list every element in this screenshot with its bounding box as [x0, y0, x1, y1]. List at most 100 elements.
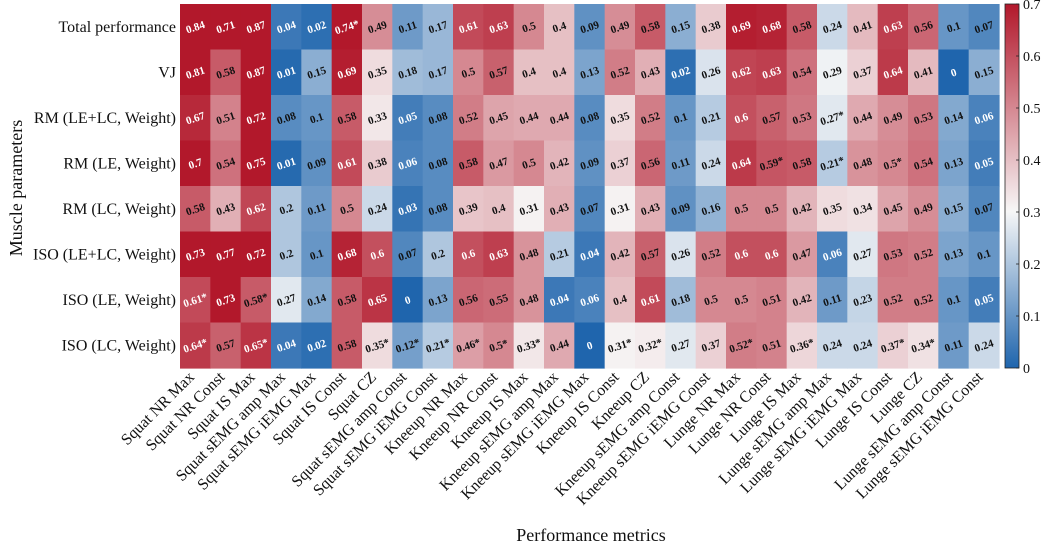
cell-value-label: 0.4 [612, 293, 629, 309]
cell-value-label: 0.57 [215, 337, 237, 355]
cell-value-label: 0.15 [943, 201, 965, 219]
heatmap-cell [665, 140, 697, 187]
heatmap-cell [513, 322, 545, 369]
heatmap-cell [756, 231, 788, 278]
cell-value-label: 0.05 [973, 155, 995, 173]
heatmap-cell [877, 186, 909, 233]
heatmap-cell [331, 95, 363, 142]
heatmap-cell [786, 322, 818, 369]
cell-value-label: 0.49 [912, 201, 934, 219]
heatmap-cell [271, 49, 302, 96]
heatmap-cell [786, 186, 818, 233]
cell-value-label: 0.43 [639, 64, 661, 82]
cell-value-label: 0.11 [822, 292, 843, 309]
cell-value-label: 0.56 [639, 155, 661, 173]
cell-value-label: 0.13 [579, 64, 601, 82]
heatmap-cell [756, 4, 788, 51]
cell-value-label: 0.57 [761, 110, 783, 128]
cell-value-label: 0 [949, 66, 958, 79]
heatmap-cell [877, 231, 909, 278]
cell-value-label: 0.77 [215, 246, 237, 264]
heatmap-cell [938, 4, 970, 51]
cell-value-label: 0.52 [609, 64, 631, 82]
cell-value-label: 0.45 [882, 201, 904, 219]
heatmap-cell [574, 277, 606, 324]
colorbar: 0 0.1 0.2 0.3 0.4 0.5 0.6 0.7 [1004, 0, 1041, 377]
heatmap-cell [908, 140, 939, 187]
cell-value-label: 0.24 [821, 19, 843, 37]
heatmap-cell [240, 95, 272, 142]
heatmap-cell [968, 231, 1000, 278]
heatmap-cell [877, 49, 909, 96]
cell-value-label: 0.61 [457, 19, 479, 36]
cell-value-label: 0.48 [518, 246, 540, 264]
cell-value-label: 0.57 [488, 64, 510, 82]
heatmap-cell [786, 95, 818, 142]
cell-value-label: 0.16 [700, 201, 722, 219]
cell-value-label: 0.2 [430, 247, 447, 263]
cell-value-label: 0.1 [308, 111, 325, 127]
cell-value-label: 0.15 [973, 64, 995, 82]
heatmap-cell [331, 186, 363, 233]
heatmap-cell [756, 49, 788, 96]
heatmap-cell [513, 186, 545, 233]
heatmap-cell [968, 140, 1000, 187]
cell-value-label: 0.43 [548, 201, 570, 219]
heatmap-cell [331, 140, 363, 187]
heatmap-cell [513, 95, 545, 142]
heatmap-cell [726, 4, 757, 51]
heatmap-cell [271, 322, 302, 369]
heatmap-cell [271, 277, 302, 324]
cell-value-label: 0.56 [457, 292, 479, 310]
cell-value-label: 0.52 [457, 110, 479, 128]
row-label: ISO (LE, Weight) [62, 292, 176, 309]
cell-value-label: 0.58 [336, 337, 358, 355]
x-axis-title: Performance metrics [516, 525, 665, 545]
heatmap-cell [968, 322, 1000, 369]
cell-value-label: 0.35 [366, 64, 388, 82]
heatmap-cell [180, 231, 211, 278]
heatmap-cell [908, 4, 939, 51]
heatmap-cell [665, 95, 697, 142]
cell-value-label: 0.26 [670, 246, 692, 264]
heatmap-cell [180, 140, 211, 187]
heatmap-cell [695, 322, 727, 369]
cell-value-label: 0.42 [609, 246, 631, 264]
cell-value-label: 0.62 [245, 201, 267, 219]
cell-value-label: 0.04 [548, 292, 570, 310]
cell-value-label: 0.08 [579, 110, 601, 128]
cell-value-label: 0.42 [791, 201, 813, 219]
cell-value-label: 0.13 [943, 155, 965, 173]
cell-value-label: 0.14 [943, 110, 965, 128]
heatmap-cell [665, 322, 697, 369]
cell-value-label: 0.17 [427, 19, 449, 37]
heatmap-cell [453, 49, 484, 96]
row-label: ISO (LC, Weight) [62, 337, 176, 354]
cell-value-label: 0.43 [215, 201, 237, 219]
heatmap-cell [908, 231, 939, 278]
heatmap-cell [331, 322, 363, 369]
heatmap-cell [240, 186, 272, 233]
heatmap-cell [756, 140, 788, 187]
cell-value-label: 0.37 [609, 155, 631, 173]
cell-value-label: 0.09 [670, 201, 692, 219]
cell-value-label: 0.33 [366, 110, 388, 128]
cell-value-label: 0.24 [852, 337, 874, 355]
cell-value-label: 0.58 [336, 292, 358, 310]
heatmap-cell [210, 140, 242, 187]
heatmap-cell [301, 277, 333, 324]
cell-value-label: 0.07 [579, 201, 601, 219]
heatmap-cell [544, 49, 575, 96]
row-label: ISO (LE+LC, Weight) [33, 246, 176, 263]
cell-value-label: 0.52 [882, 292, 904, 310]
cell-value-label: 0.53 [791, 110, 813, 128]
heatmap-cell [908, 49, 939, 96]
colorbar-tick-label: 0.4 [1023, 154, 1041, 169]
heatmap-cell [422, 4, 454, 51]
cell-value-label: 0.72 [245, 246, 267, 264]
cell-value-label: 0.27 [670, 337, 692, 355]
cell-value-label: 0.72 [245, 110, 267, 128]
cell-value-label: 0.23 [852, 292, 874, 310]
heatmap-cell [453, 4, 484, 51]
heatmap-cell [574, 49, 606, 96]
